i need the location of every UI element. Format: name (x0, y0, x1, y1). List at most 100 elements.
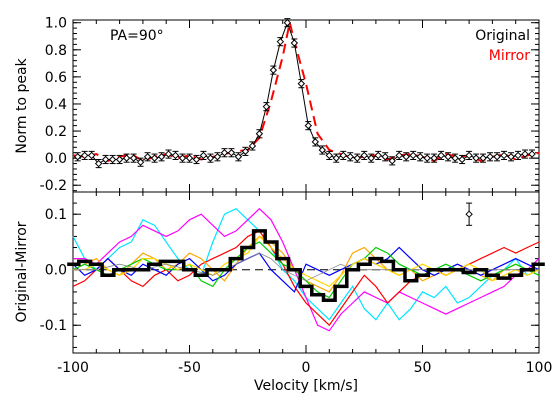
data-point-diamond (234, 153, 243, 161)
y-tick-label: 0.0 (45, 151, 67, 167)
legend-mirror: Mirror (489, 48, 530, 64)
data-point-diamond (157, 153, 166, 161)
bottom-series-group (67, 202, 545, 332)
data-point-diamond (437, 151, 445, 160)
series-difference-step (67, 229, 545, 303)
data-point-diamond (136, 158, 145, 166)
data-point-diamond (451, 154, 459, 162)
x-tick-label: -100 (57, 360, 89, 376)
data-point-diamond (332, 154, 340, 162)
data-point-diamond (521, 150, 529, 158)
data-point-diamond (255, 130, 264, 138)
bottom-panel: -0.10.00.1-100 -50 0 50 100 Original-Mirror … (14, 191, 553, 394)
data-point-diamond (493, 153, 501, 161)
top-panel: -0.2 0.0 0.2 0.4 0.6 0.8 1.0 PA=90° Original M… (14, 16, 540, 194)
y-tick-label: 0.4 (45, 97, 67, 113)
data-point-diamond (73, 153, 82, 161)
data-point-diamond (318, 146, 327, 154)
data-point-diamond (458, 155, 466, 164)
data-point-diamond (500, 151, 508, 160)
data-point-diamond (430, 154, 438, 162)
data-point-diamond (402, 153, 410, 161)
series-line (72, 230, 540, 327)
series-line (73, 207, 540, 332)
data-point-diamond (171, 151, 180, 160)
bottom-ylabel: Original-Mirror (14, 221, 30, 322)
x-tick-label: 0 (302, 360, 311, 376)
data-point-diamond (304, 121, 313, 130)
data-point-diamond (185, 154, 194, 162)
y-tick-label: 0.0 (45, 263, 67, 279)
top-ylabel: Norm to peak (14, 57, 30, 153)
y-tick-label: 1.0 (45, 16, 67, 32)
y-tick-label: -0.2 (40, 178, 67, 194)
legend-original: Original (475, 28, 530, 44)
data-point-diamond (444, 153, 452, 161)
x-tick-label: -50 (178, 360, 201, 376)
data-point-diamond (122, 154, 131, 162)
data-point-diamond (346, 153, 354, 161)
data-point-diamond (353, 154, 361, 162)
data-point-diamond (80, 151, 89, 160)
data-point-diamond (276, 37, 285, 46)
top-annotation: PA=90° (110, 28, 164, 44)
y-tick-label: 0.1 (45, 207, 67, 223)
data-point-diamond (339, 151, 347, 160)
data-point-diamond (479, 154, 487, 162)
x-tick-label: 50 (414, 360, 432, 376)
data-point-diamond (472, 154, 480, 162)
data-point-diamond (94, 159, 103, 168)
data-point-diamond (199, 151, 208, 160)
data-point-diamond (514, 151, 522, 160)
data-point-diamond (108, 155, 117, 164)
y-tick-label: 0.8 (45, 43, 67, 59)
sample-errorbar-diamond (465, 210, 473, 218)
data-point-diamond (283, 19, 292, 27)
data-point-diamond (262, 102, 271, 111)
data-point-diamond (360, 151, 368, 160)
data-point-diamond (290, 39, 299, 47)
series-line (73, 252, 539, 282)
data-point-diamond (374, 151, 382, 160)
data-point-diamond (423, 154, 431, 162)
y-tick-label: 0.2 (45, 124, 67, 140)
data-point-diamond (325, 151, 334, 160)
data-point-diamond (395, 151, 403, 160)
data-point-diamond (465, 151, 473, 160)
data-point-diamond (213, 153, 222, 161)
data-point-diamond (388, 157, 396, 165)
data-point-diamond (409, 151, 417, 160)
data-point-diamond (528, 150, 536, 158)
data-point-diamond (220, 149, 229, 157)
x-tick-label: 100 (526, 360, 553, 376)
data-point-diamond (486, 153, 494, 161)
y-tick-label: 0.6 (45, 70, 67, 86)
top-axis-ticks: -0.2 0.0 0.2 0.4 0.6 0.8 1.0 (40, 16, 540, 194)
data-point-diamond (143, 153, 152, 161)
data-point-diamond (381, 153, 389, 161)
bottom-axis-ticks: -0.1 0.0 0.1 -100 -50 0 50 100 (40, 191, 553, 376)
data-point-diamond (192, 155, 201, 164)
top-series-group (72, 18, 540, 169)
data-point-diamond (416, 153, 424, 161)
data-point-diamond (129, 154, 138, 162)
data-point-diamond (206, 154, 215, 162)
data-point-diamond (297, 79, 306, 88)
data-point-diamond (164, 150, 173, 158)
data-point-diamond (178, 154, 187, 162)
data-point-diamond (87, 151, 96, 160)
data-point-diamond (367, 154, 375, 162)
data-point-diamond (248, 142, 257, 150)
data-point-diamond (115, 155, 124, 164)
x-axis-label: Velocity [km/s] (254, 378, 358, 394)
data-point-diamond (311, 138, 320, 146)
data-point-diamond (150, 154, 159, 162)
data-point-diamond (241, 147, 250, 156)
data-point-diamond (227, 149, 236, 157)
data-point-diamond (101, 155, 110, 164)
data-point-diamond (269, 66, 278, 74)
y-tick-label: -0.1 (40, 318, 67, 334)
data-point-diamond (507, 153, 515, 161)
series-line (73, 235, 540, 288)
